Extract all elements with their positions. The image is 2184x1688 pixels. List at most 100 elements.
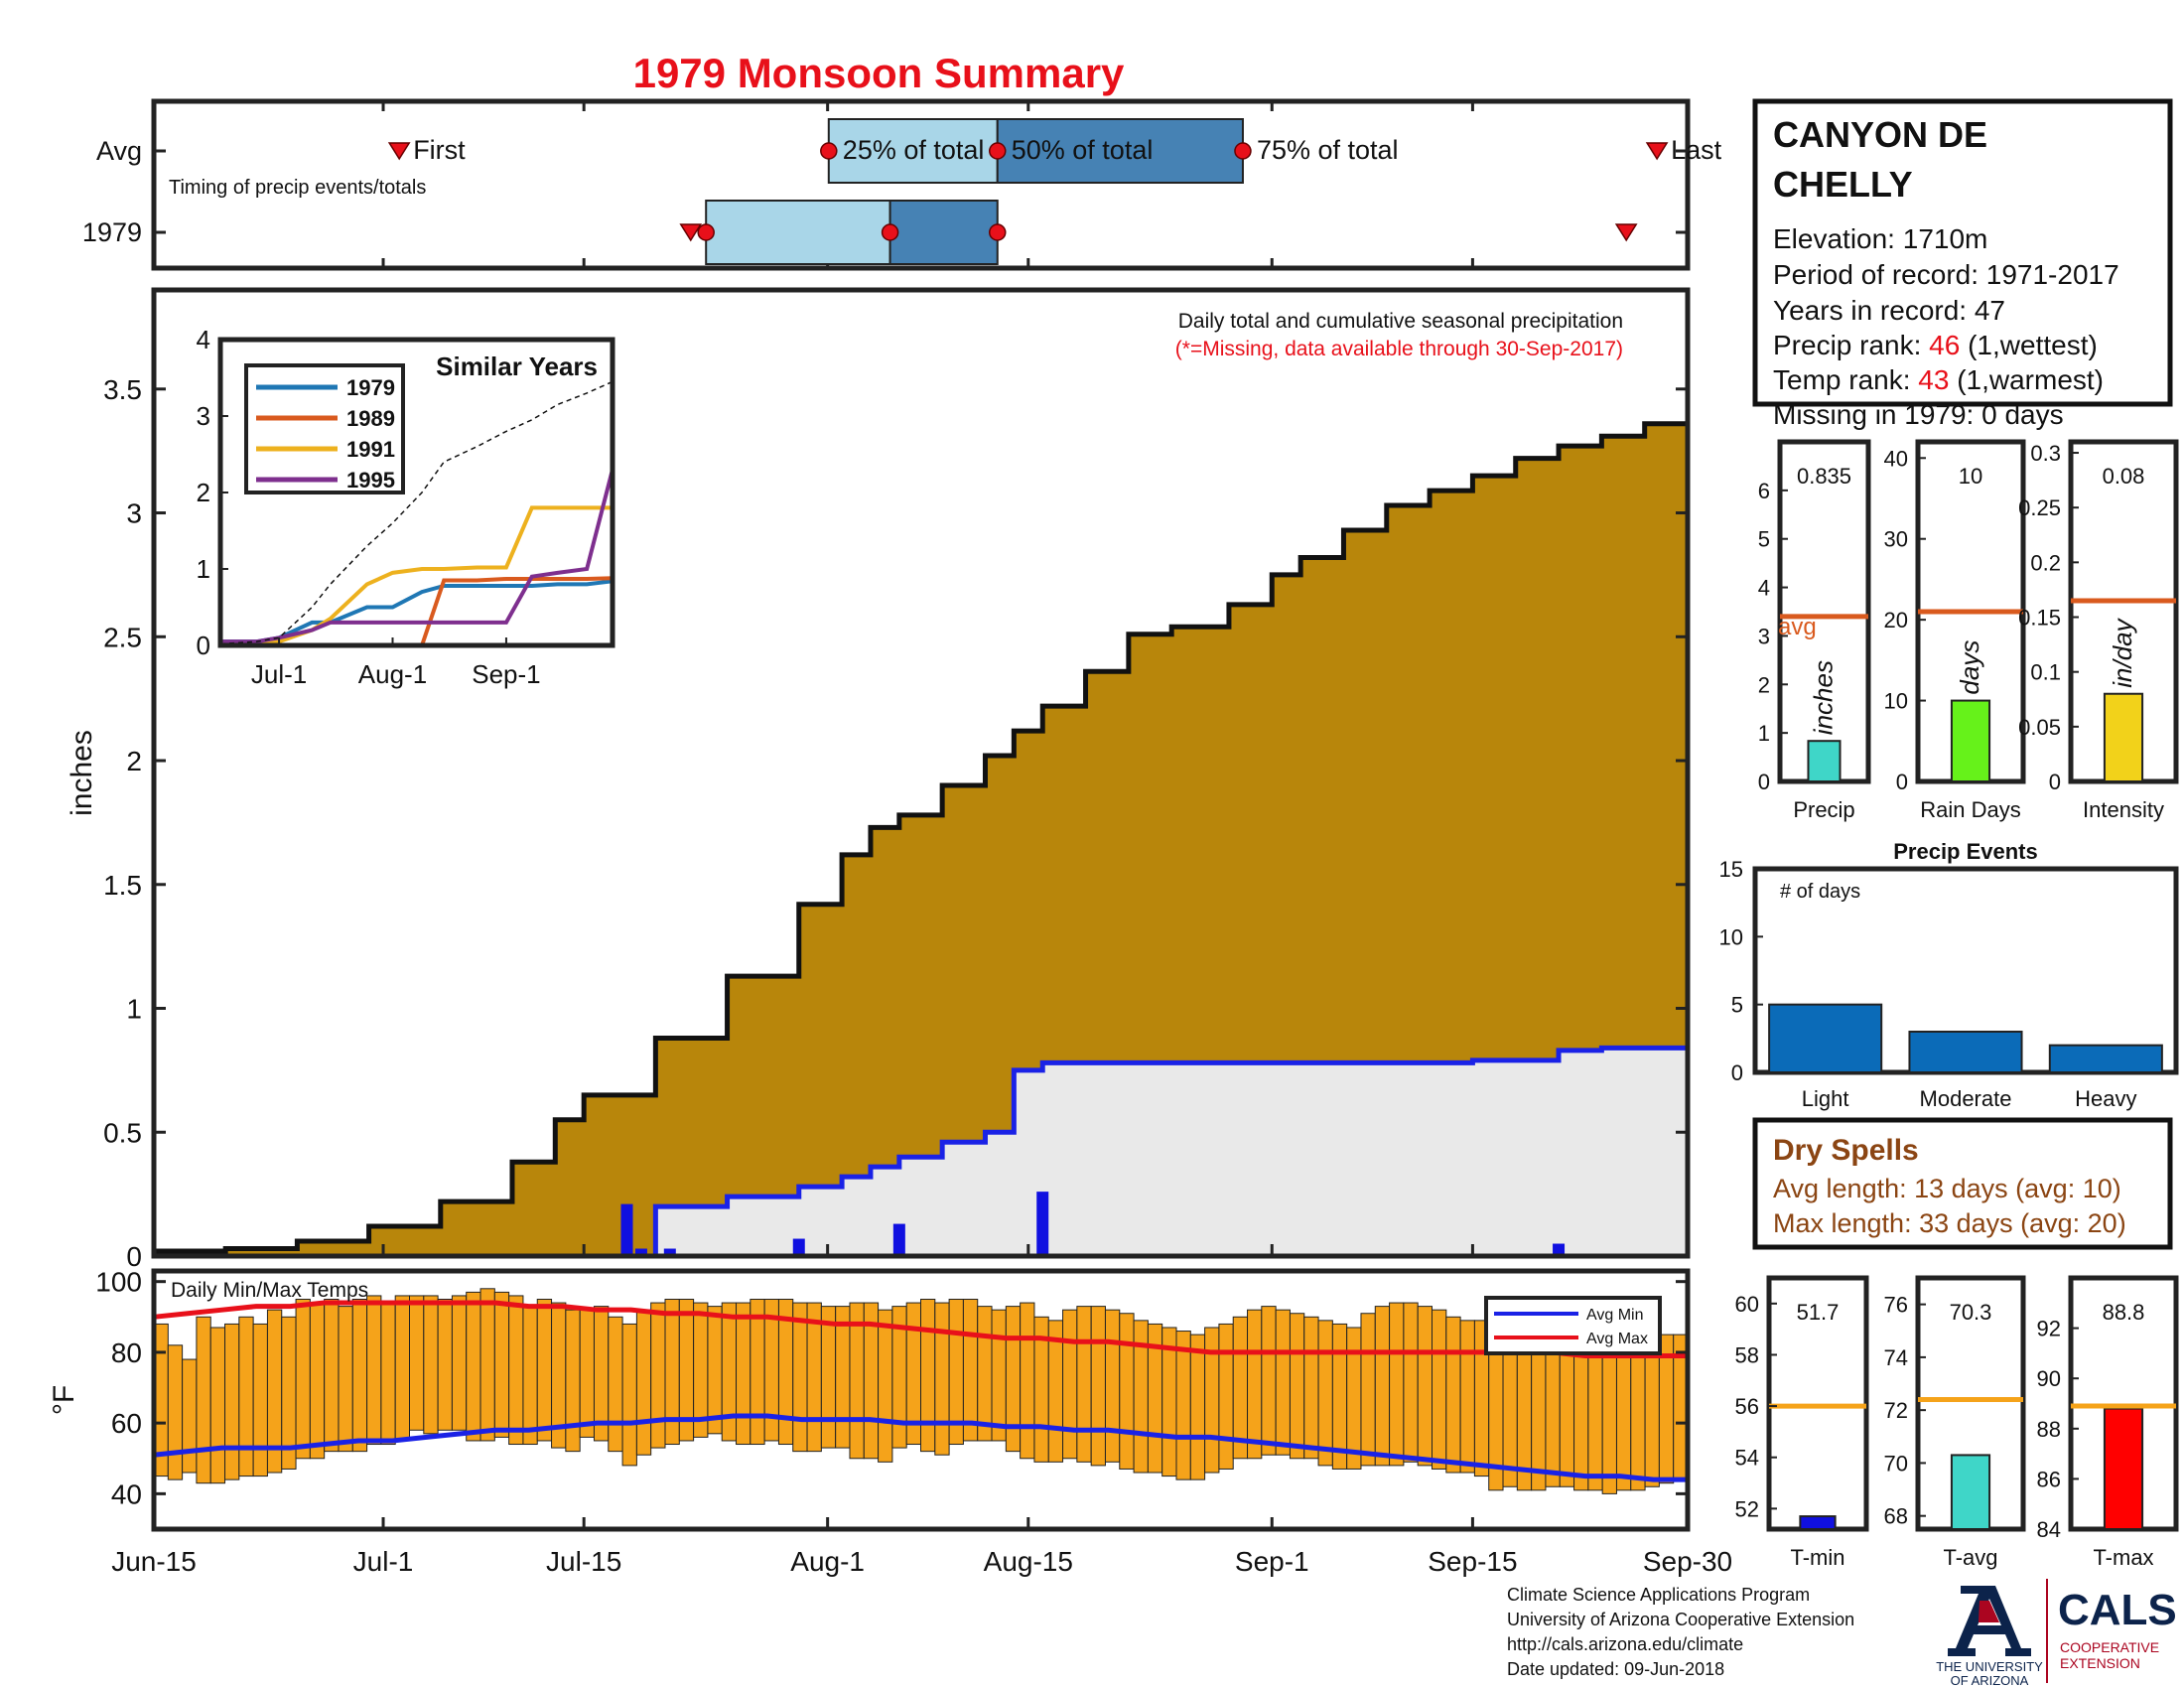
- cumulative-avg-area: [154, 411, 1688, 1256]
- inset-x-tick-label: Aug-1: [358, 659, 427, 689]
- main-chart-frame: [151, 287, 1691, 1259]
- panel-y-tick-label: 74: [1884, 1345, 1908, 1370]
- event-bar-heavy: [2048, 1044, 2163, 1073]
- panel-y-tick-label: 4: [1758, 576, 1770, 601]
- inset-series-line-1991: [220, 505, 613, 647]
- y-tick-label: 2.5: [103, 622, 142, 652]
- daily-temp-bar: [707, 1306, 723, 1435]
- daily-temp-bar: [1303, 1316, 1319, 1460]
- timing-panel: Avg 1979 First 25% of total 50% of total 75% …: [82, 98, 1722, 271]
- panel-category-label: T-max: [2093, 1545, 2153, 1570]
- daily-temp-bar: [522, 1306, 538, 1446]
- panel-y-tick-label: 92: [2037, 1317, 2061, 1341]
- timing-percentile-marker: [1234, 142, 1252, 160]
- station-missing: Missing in 1979: 0 days: [1773, 399, 2064, 430]
- timing-box-25-50: [705, 200, 891, 265]
- temp-summary-panels: 52 54 56 58 60 51.7 T-min 68 70 72 74 76 70.3 T-avg 84…: [1735, 1275, 2179, 1570]
- daily-temp-bar: [1389, 1302, 1405, 1467]
- daily-temp-bar: [1005, 1306, 1022, 1453]
- daily-temp-bar: [338, 1306, 353, 1453]
- daily-temp-bar: [934, 1302, 950, 1456]
- panel-y-tick-label: 90: [2037, 1366, 2061, 1391]
- legend-avg-max-label: Avg Max: [1586, 1331, 1648, 1347]
- panel-y-tick-label: 86: [2037, 1467, 2061, 1491]
- inset-series-line-1995: [220, 469, 614, 644]
- daily-temp-bar: [977, 1306, 993, 1442]
- inset-y-tick-label: 2: [197, 478, 210, 507]
- panel-y-tick-label: 72: [1884, 1398, 1908, 1423]
- panel-frame: [1766, 1275, 1869, 1532]
- daily-temp-bar: [1459, 1320, 1475, 1474]
- daily-temp-bar: [1403, 1302, 1419, 1463]
- daily-temp-bar: [1247, 1309, 1263, 1460]
- daily-temp-bar: [324, 1298, 340, 1453]
- timing-percentile-marker: [820, 142, 838, 160]
- panel-unit-label: inches: [1809, 660, 1839, 735]
- event-category-label: Light: [1802, 1086, 1849, 1111]
- daily-temp-bar: [635, 1309, 652, 1456]
- cumulative-1979-area: [154, 1048, 1688, 1256]
- panel-y-tick-label: 30: [1884, 527, 1908, 552]
- daily-temp-bar: [252, 1323, 268, 1477]
- temps-frame: [151, 1268, 1691, 1532]
- x-tick-label: Jun-15: [111, 1546, 197, 1577]
- daily-precip-bar: [620, 1203, 633, 1256]
- station-period: Period of record: 1971-2017: [1773, 259, 2119, 290]
- panel-value-bar: [2103, 692, 2144, 783]
- daily-temp-bar: [295, 1298, 311, 1460]
- daily-temp-bar: [835, 1306, 851, 1449]
- timing-box-50-75: [888, 200, 999, 265]
- temps-y-tick-label: 60: [111, 1408, 142, 1439]
- daily-temp-bar: [196, 1316, 211, 1484]
- temps-y-tick-label: 100: [95, 1267, 142, 1298]
- daily-precip-bar: [634, 1248, 647, 1256]
- daily-temp-bar: [479, 1288, 495, 1442]
- timing-percentile-marker: [881, 223, 899, 241]
- timing-percentile-marker: [697, 223, 715, 241]
- panel-y-tick-label: 0.05: [2018, 715, 2061, 740]
- timing-75-label: 75% of total: [1257, 135, 1399, 165]
- university-arizona-logo-icon: THE UNIVERSITY OF ARIZONA: [1936, 1586, 2043, 1688]
- daily-temp-bar: [991, 1309, 1007, 1442]
- precip-events-chart: Light Moderate Heavy 0 5 10 15 Precip Events # o…: [1719, 839, 2179, 1111]
- panel-value-bar: [1950, 699, 1991, 782]
- footer-line4: Date updated: 09-Jun-2018: [1507, 1659, 1724, 1679]
- daily-temp-bar: [1204, 1327, 1220, 1474]
- station-elevation: Elevation: 1710m: [1773, 223, 1987, 254]
- daily-temp-bar: [763, 1298, 779, 1442]
- daily-temp-bar: [1360, 1313, 1376, 1467]
- station-precip-rank: Precip rank: 46 (1,wettest): [1773, 330, 2098, 360]
- panel-unit-label: in/day: [2108, 617, 2137, 687]
- daily-temp-bar: [650, 1302, 666, 1449]
- daily-temp-bar: [1417, 1306, 1433, 1467]
- timing-50-label: 50% of total: [1012, 135, 1154, 165]
- daily-precip-bar: [792, 1238, 805, 1256]
- figure-title: 1979 Monsoon Summary: [633, 50, 1125, 96]
- temps-y-tick-label: 80: [111, 1337, 142, 1368]
- cals-line1: COOPERATIVE: [2060, 1639, 2159, 1655]
- daily-temp-bar: [224, 1323, 240, 1480]
- daily-temp-bar: [309, 1302, 326, 1460]
- panel-y-tick-label: 10: [1884, 689, 1908, 714]
- station-years: Years in record: 47: [1773, 295, 2005, 326]
- panel-y-tick-label: 76: [1884, 1293, 1908, 1318]
- panel-value-label: 0.835: [1797, 464, 1851, 489]
- daily-temp-bar: [1275, 1309, 1291, 1456]
- temps-y-axis-label: °F: [48, 1385, 80, 1415]
- timing-event-marker: [1645, 142, 1669, 161]
- daily-temp-bar: [608, 1316, 623, 1453]
- panel-y-tick-label: 0.2: [2030, 550, 2061, 575]
- y-tick-label: 3.5: [103, 374, 142, 405]
- panel-frame: [1777, 439, 1871, 784]
- y-tick-label: 1.5: [103, 870, 142, 901]
- panel-y-tick-label: 0.1: [2030, 660, 2061, 685]
- daily-temp-bar: [750, 1298, 765, 1446]
- daily-temp-bar: [437, 1298, 453, 1431]
- station-name-line1: CANYON DE: [1773, 114, 1987, 155]
- inset-title: Similar Years: [436, 352, 598, 381]
- panel-value-bar: [1950, 1454, 1991, 1530]
- daily-temp-bar: [167, 1344, 184, 1480]
- daily-precip-bar: [663, 1248, 676, 1256]
- daily-temp-bar: [380, 1302, 396, 1446]
